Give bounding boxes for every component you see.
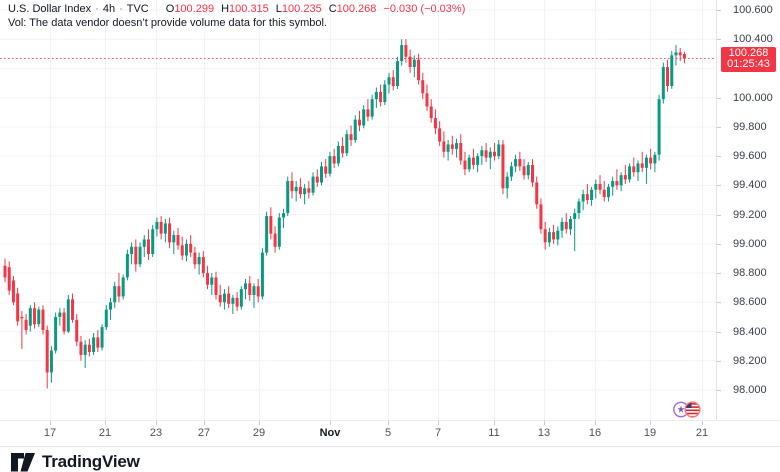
time-axis-tick [702,421,703,425]
exchange-name[interactable]: TVC [126,3,149,15]
time-axis-label: 19 [643,427,657,439]
price-axis-tick [717,156,721,158]
change-value: −0.030 (−0.03%) [383,3,466,15]
last-price: 100.268 [728,46,769,59]
time-axis-label: 5 [384,427,392,439]
price-axis-label: 100.000 [733,91,773,104]
price-axis-label: 99.200 [733,208,767,221]
close-value: 100.268 [336,3,377,15]
time-axis-label: 27 [197,427,211,439]
time-axis-label: Nov [319,427,341,439]
price-axis-label: 99.000 [733,237,767,250]
ohlc-values: O100.299 H100.315 L100.235 C100.268 −0.030 (… [159,3,466,15]
price-axis-tick [717,331,721,333]
time-axis-tick [388,421,389,425]
time-axis-tick [204,421,205,425]
time-axis-label: 7 [434,427,442,439]
price-axis[interactable]: 100.268 01:25:43 100.600 100.400 100.000 99… [716,0,780,445]
time-axis-tick [50,421,51,425]
time-axis-label: 11 [488,427,500,439]
high-label: H [221,3,230,15]
last-price-badge: 100.268 01:25:43 [721,46,776,72]
time-axis-label: 29 [252,427,266,439]
bar-countdown: 01:25:43 [727,58,770,71]
price-axis-label: 99.800 [733,120,767,133]
price-axis-tick [717,97,721,99]
open-label: O [165,3,175,15]
price-axis-label: 98.800 [733,267,767,280]
tradingview-logo[interactable]: TradingView [10,452,140,472]
price-axis-tick [717,360,721,362]
price-axis-label: 98.000 [733,383,767,396]
time-axis-label: 21 [98,427,112,439]
time-axis-label: 21 [695,427,709,439]
legend: U.S. Dollar Index · 4h · TVC O100.299 H100.315… [8,3,465,15]
price-axis-label: 98.600 [733,296,767,309]
time-axis-tick [330,421,331,425]
time-axis-label: 13 [537,427,551,439]
low-value: 100.235 [281,3,322,15]
price-axis-label: 99.600 [733,150,767,163]
legend-separator: · [119,3,123,15]
time-axis-tick [494,421,495,425]
time-axis-tick [595,421,596,425]
tradingview-logo-mark [11,453,35,472]
time-axis[interactable]: 17 21 23 27 29 Nov 5 7 11 13 16 19 21 [0,420,780,447]
price-axis-tick [717,126,721,128]
price-axis-tick [717,10,721,11]
time-axis-tick [438,421,439,425]
close-label: C [328,3,337,15]
price-axis-label: 98.400 [733,325,767,338]
time-axis-tick [259,421,260,425]
price-axis-tick [717,243,721,245]
economic-event-icons[interactable] [671,399,703,425]
calendar-event-icon[interactable] [673,401,689,418]
time-axis-tick [544,421,545,425]
symbol-title[interactable]: U.S. Dollar Index [8,3,92,15]
low-label: L [275,3,282,15]
us-flag-icon[interactable] [684,401,701,418]
time-axis-tick [105,421,106,425]
price-axis-label: 100.400 [733,33,773,46]
price-axis-tick [717,214,721,216]
volume-notice: Vol: The data vendor doesn’t provide vol… [8,17,327,29]
time-axis-tick [650,421,651,425]
price-axis-tick [717,185,721,187]
interval-value[interactable]: 4h [102,3,116,15]
price-axis-tick [717,39,721,41]
tradingview-logo-text: TradingView [42,452,140,471]
price-chart-pane[interactable]: U.S. Dollar Index · 4h · TVC O100.299 H100.315… [0,0,716,420]
price-axis-tick [717,273,721,275]
time-axis-label: 16 [588,427,602,439]
price-axis-label: 100.600 [733,4,773,16]
legend-separator: · [95,3,99,15]
time-axis-tick [156,421,157,425]
time-axis-label: 17 [43,427,57,439]
candlestick-chart[interactable] [0,0,716,420]
high-value: 100.315 [229,3,269,15]
price-axis-label: 98.200 [733,354,767,367]
open-value: 100.299 [174,3,215,15]
price-axis-label: 99.400 [733,179,767,192]
price-axis-tick [717,302,721,304]
time-axis-label: 23 [149,427,163,439]
price-axis-tick [717,389,721,391]
